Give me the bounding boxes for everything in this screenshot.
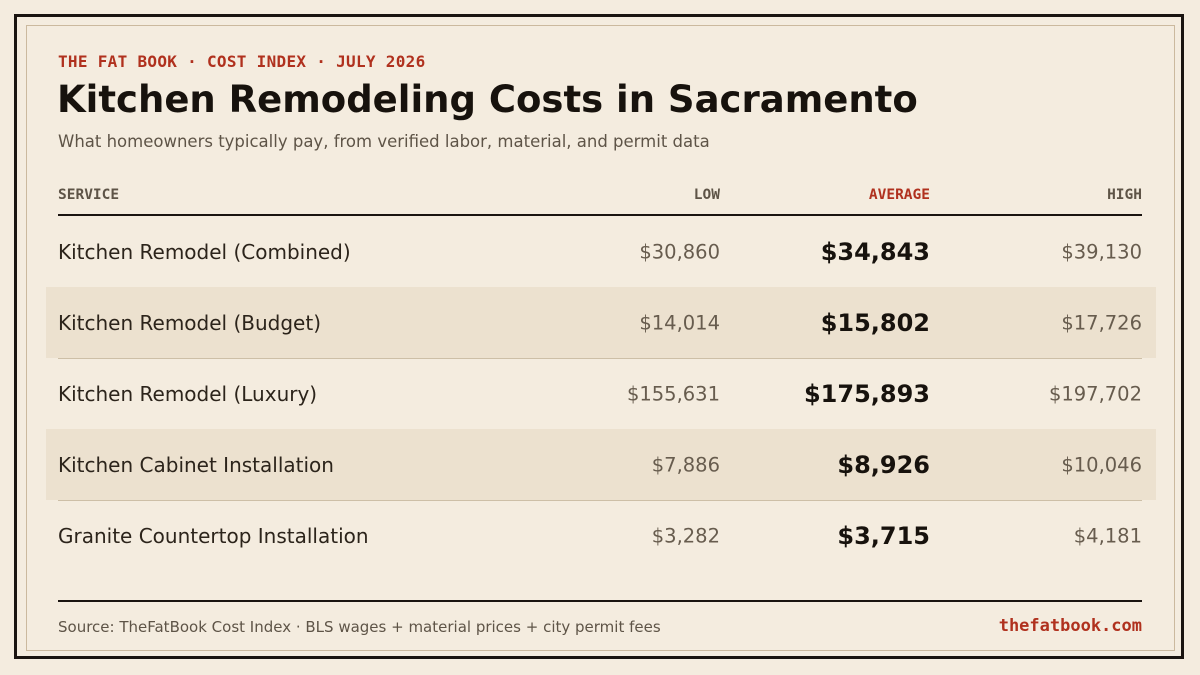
column-header-service: SERVICE <box>58 187 120 203</box>
row-low: $7,886 <box>651 453 720 476</box>
column-header-high: HIGH <box>1107 187 1142 203</box>
row-low: $155,631 <box>626 382 720 405</box>
row-service: Kitchen Cabinet Installation <box>58 452 334 477</box>
table-row: Kitchen Cabinet Installation $7,886 $8,9… <box>46 429 1156 500</box>
row-low: $30,860 <box>639 240 720 263</box>
row-service: Kitchen Remodel (Combined) <box>58 239 351 264</box>
row-high: $197,702 <box>1048 382 1142 405</box>
source-note: Source: TheFatBook Cost Index · BLS wage… <box>58 618 661 636</box>
row-average: $34,843 <box>820 237 930 266</box>
row-high: $39,130 <box>1061 240 1142 263</box>
page-subtitle: What homeowners typically pay, from veri… <box>58 132 710 151</box>
outer-frame <box>14 14 1184 659</box>
header-divider <box>58 214 1142 216</box>
row-low: $3,282 <box>651 524 720 547</box>
inner-frame <box>26 25 1175 651</box>
table-row: Kitchen Remodel (Luxury) $155,631 $175,8… <box>46 358 1156 429</box>
row-high: $4,181 <box>1073 524 1142 547</box>
row-high: $10,046 <box>1061 453 1142 476</box>
row-divider <box>58 358 1142 359</box>
column-header-average: AVERAGE <box>868 187 930 203</box>
table-row: Granite Countertop Installation $3,282 $… <box>46 500 1156 571</box>
kicker-label: THE FAT BOOK · COST INDEX · JULY 2026 <box>58 52 426 71</box>
page-title: Kitchen Remodeling Costs in Sacramento <box>57 78 918 121</box>
row-service: Granite Countertop Installation <box>58 523 369 548</box>
row-high: $17,726 <box>1061 311 1142 334</box>
footer-divider <box>58 600 1142 602</box>
row-average: $8,926 <box>837 450 930 479</box>
row-average: $15,802 <box>820 308 930 337</box>
row-service: Kitchen Remodel (Luxury) <box>58 381 318 406</box>
table-row: Kitchen Remodel (Combined) $30,860 $34,8… <box>46 216 1156 287</box>
column-header-low: LOW <box>693 187 720 203</box>
row-service: Kitchen Remodel (Budget) <box>58 310 321 335</box>
row-average: $175,893 <box>803 379 930 408</box>
site-link[interactable]: thefatbook.com <box>998 616 1142 636</box>
table-row: Kitchen Remodel (Budget) $14,014 $15,802… <box>46 287 1156 358</box>
row-divider <box>58 500 1142 501</box>
row-low: $14,014 <box>639 311 720 334</box>
row-average: $3,715 <box>837 521 930 550</box>
